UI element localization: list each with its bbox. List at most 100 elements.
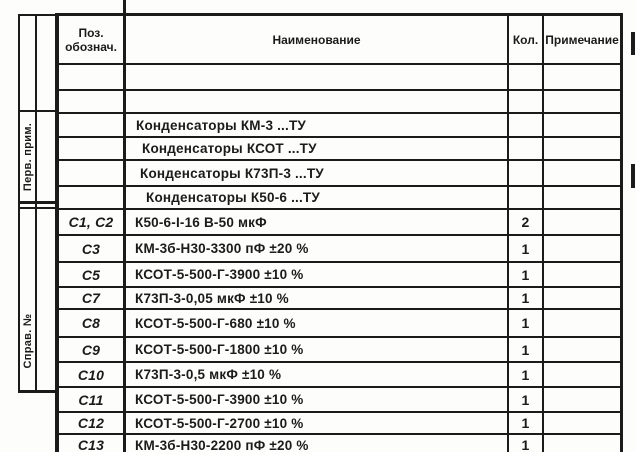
pos-cell	[59, 114, 126, 136]
col-header-name: Наименование	[126, 16, 509, 63]
qty-cell: 1	[509, 388, 544, 411]
pos-cell	[59, 161, 126, 185]
perv-prim-label: Перв. прим.	[21, 122, 34, 191]
pos-cell: С7	[59, 288, 126, 308]
pos-cell: С11	[59, 388, 126, 411]
spec-row-group: Конденсаторы К73П-3 ...ТУ	[59, 161, 620, 187]
note-cell	[544, 138, 620, 159]
note-cell	[544, 288, 620, 308]
pos-cell	[59, 91, 126, 112]
note-cell	[544, 91, 620, 112]
col-header-pos-line1: Поз.	[78, 25, 104, 40]
spec-row: С3 КМ-3б-Н30-3300 пФ ±20 % 1	[59, 236, 620, 263]
note-cell	[544, 363, 620, 386]
note-cell	[544, 65, 620, 89]
name-cell: Конденсаторы К73П-3 ...ТУ	[126, 161, 509, 185]
spec-row: С9 КСОТ-5-500-Г-1800 ±10 % 1	[59, 338, 620, 363]
qty-cell: 1	[509, 363, 544, 386]
name-cell: КСОТ-5-500-Г-680 ±10 %	[126, 310, 509, 336]
name-cell: КСОТ-5-500-Г-3900 ±10 %	[126, 263, 509, 286]
spec-row-empty	[59, 65, 620, 91]
qty-cell	[509, 161, 544, 185]
note-cell	[544, 210, 620, 234]
margin-box-top-line	[18, 14, 55, 16]
qty-cell: 1	[509, 413, 544, 433]
qty-cell: 2	[509, 210, 544, 234]
spec-row: С12 КСОТ-5-500-Г-2700 ±10 % 1	[59, 413, 620, 435]
qty-cell	[509, 187, 544, 208]
spec-row-group: Конденсаторы КСОТ ...ТУ	[59, 138, 620, 161]
margin-box-divider-line	[18, 110, 55, 112]
pos-cell: С8	[59, 310, 126, 336]
qty-cell	[509, 114, 544, 136]
note-cell	[544, 263, 620, 286]
name-cell: К73П-3-0,5 мкФ ±10 %	[126, 363, 509, 386]
qty-cell	[509, 65, 544, 89]
name-cell: Конденсаторы КМ-3 ...ТУ	[126, 114, 509, 136]
spec-row: С1, С2 К50-6-I-16 В-50 мкФ 2	[59, 210, 620, 236]
spec-table-header-row: Поз. обознач. Наименование Кол. Примечан…	[59, 16, 620, 65]
note-cell	[544, 161, 620, 185]
margin-box-perv-prim: Перв. прим.	[18, 112, 37, 201]
col-header-pos-line2: обознач.	[65, 39, 117, 54]
col-header-note: Примечание	[545, 32, 619, 47]
margin-box-bottom-line	[18, 390, 55, 393]
name-cell: К73П-3-0,05 мкФ ±10 %	[126, 288, 509, 308]
qty-cell: 1	[509, 236, 544, 261]
qty-cell	[509, 138, 544, 159]
name-cell: КСОТ-5-500-Г-3900 ±10 %	[126, 388, 509, 411]
margin-box-sprav-no: Справ. №	[18, 295, 37, 387]
qty-cell: 1	[509, 310, 544, 336]
spec-row: С8 КСОТ-5-500-Г-680 ±10 % 1	[59, 310, 620, 338]
spec-row: С13 КМ-3б-Н30-2200 пФ ±20 % 1	[59, 435, 620, 452]
spec-row-group: Конденсаторы К50-6 ...ТУ	[59, 187, 620, 210]
pos-cell: С3	[59, 236, 126, 261]
col-header-pos: Поз. обознач.	[59, 16, 126, 63]
margin-box-separator-line-a	[18, 201, 55, 204]
qty-cell: 1	[509, 435, 544, 452]
spec-row: С5 КСОТ-5-500-Г-3900 ±10 % 1	[59, 263, 620, 288]
spec-row: С10 К73П-3-0,5 мкФ ±10 % 1	[59, 363, 620, 388]
spec-row: С7 К73П-3-0,05 мкФ ±10 % 1	[59, 288, 620, 310]
pos-cell: С13	[59, 435, 126, 452]
note-cell	[544, 435, 620, 452]
note-cell	[544, 187, 620, 208]
name-cell	[126, 65, 509, 89]
pos-cell	[59, 187, 126, 208]
note-cell	[544, 114, 620, 136]
name-cell: Конденсаторы КСОТ ...ТУ	[126, 138, 509, 159]
column-divider-extension-line	[123, 0, 126, 14]
name-cell	[126, 91, 509, 112]
spec-row: С11 КСОТ-5-500-Г-3900 ±10 % 1	[59, 388, 620, 413]
pos-cell: С10	[59, 363, 126, 386]
qty-cell: 1	[509, 338, 544, 361]
pos-cell: С1, С2	[59, 210, 126, 234]
name-cell: КМ-3б-Н30-2200 пФ ±20 %	[126, 435, 509, 452]
note-cell	[544, 388, 620, 411]
note-cell	[544, 236, 620, 261]
spec-row-group: Конденсаторы КМ-3 ...ТУ	[59, 114, 620, 138]
spec-table: Поз. обознач. Наименование Кол. Примечан…	[55, 13, 623, 452]
qty-cell	[509, 91, 544, 112]
spec-row-empty	[59, 91, 620, 114]
pos-cell: С12	[59, 413, 126, 433]
name-cell: Конденсаторы К50-6 ...ТУ	[126, 187, 509, 208]
qty-cell: 1	[509, 263, 544, 286]
note-cell	[544, 310, 620, 336]
col-header-qty: Кол.	[509, 16, 544, 63]
right-edge-mark-top	[631, 32, 635, 55]
pos-cell	[59, 65, 126, 89]
pos-cell: С9	[59, 338, 126, 361]
margin-box-separator-line-b	[18, 207, 55, 209]
right-edge-mark-bottom	[631, 164, 635, 188]
name-cell: К50-6-I-16 В-50 мкФ	[126, 210, 509, 234]
qty-cell: 1	[509, 288, 544, 308]
note-cell	[544, 413, 620, 433]
sprav-no-label: Справ. №	[21, 313, 34, 369]
name-cell: КСОТ-5-500-Г-2700 ±10 %	[126, 413, 509, 433]
pos-cell: С5	[59, 263, 126, 286]
name-cell: КСОТ-5-500-Г-1800 ±10 %	[126, 338, 509, 361]
pos-cell	[59, 138, 126, 159]
name-cell: КМ-3б-Н30-3300 пФ ±20 %	[126, 236, 509, 261]
